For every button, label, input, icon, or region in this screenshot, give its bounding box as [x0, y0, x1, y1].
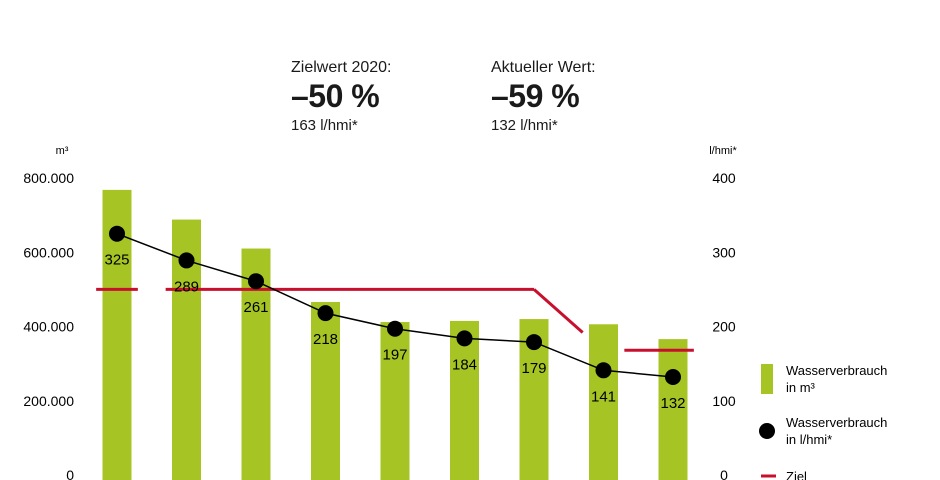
data-point: [317, 305, 334, 322]
kpi-target-value: –50 %: [291, 78, 380, 114]
target-series: [96, 287, 694, 352]
data-label: 218: [313, 331, 338, 348]
legend-label: Wasserverbrauch: [786, 415, 887, 430]
right-tick-label: 200: [712, 319, 736, 335]
legend-label: Ziel: [786, 469, 807, 480]
right-tick-label: 0: [720, 467, 728, 480]
right-axis-ticks: 400 300 200 100 0: [712, 170, 736, 480]
data-point: [387, 320, 403, 337]
data-label: 184: [452, 356, 477, 373]
kpi-target-label: Zielwert 2020:: [291, 59, 392, 76]
kpi-current-label: Aktueller Wert:: [491, 59, 596, 76]
data-point: [109, 225, 125, 242]
line-series: 325 289 261 218 197 184 179 141 132: [104, 225, 686, 412]
left-tick-label: 600.000: [23, 244, 74, 260]
data-label: 289: [174, 278, 199, 295]
bar: [589, 324, 618, 480]
right-tick-label: 300: [712, 244, 736, 260]
bar: [311, 301, 340, 480]
legend-bar-marker: [761, 364, 773, 394]
kpi-current: Aktueller Wert: –59 % 132 l/hmi*: [491, 58, 596, 136]
legend-label: Wasserverbrauch: [786, 363, 887, 378]
legend-label: in m³: [786, 380, 816, 395]
target-line-segment: [533, 288, 584, 334]
bar: [450, 320, 479, 480]
right-tick-label: 100: [712, 393, 736, 409]
left-axis-ticks: 800.000 600.000 400.000 200.000 0: [23, 170, 74, 480]
legend: Wasserverbrauch in m³ Wasserverbrauch in l/…: [759, 363, 887, 480]
right-tick-label: 400: [712, 170, 736, 186]
right-axis-unit: l/hmi*: [709, 145, 737, 157]
data-label: 325: [104, 252, 129, 269]
data-point: [595, 362, 612, 379]
left-tick-label: 800.000: [23, 170, 74, 186]
legend-dot-marker: [759, 423, 775, 439]
data-point: [248, 273, 264, 290]
legend-label: in l/hmi*: [786, 432, 832, 447]
data-label: 179: [521, 360, 546, 377]
bar: [380, 322, 410, 480]
data-point: [456, 330, 473, 347]
data-point: [526, 334, 542, 351]
kpi-target-sub: 163 l/hmi*: [291, 117, 358, 134]
data-label: 197: [382, 347, 407, 364]
kpi-current-sub: 132 l/hmi*: [491, 117, 558, 134]
left-tick-label: 0: [66, 467, 74, 480]
data-point: [665, 368, 681, 385]
left-tick-label: 200.000: [23, 393, 74, 409]
bar: [658, 339, 688, 480]
kpi-target: Zielwert 2020: –50 % 163 l/hmi*: [291, 58, 392, 136]
data-label: 132: [660, 395, 685, 412]
data-point: [178, 252, 195, 269]
data-label: 261: [243, 299, 268, 316]
left-axis-unit: m³: [56, 145, 69, 157]
data-label: 141: [591, 388, 616, 405]
kpi-current-value: –59 %: [491, 78, 580, 114]
left-tick-label: 400.000: [23, 319, 74, 335]
